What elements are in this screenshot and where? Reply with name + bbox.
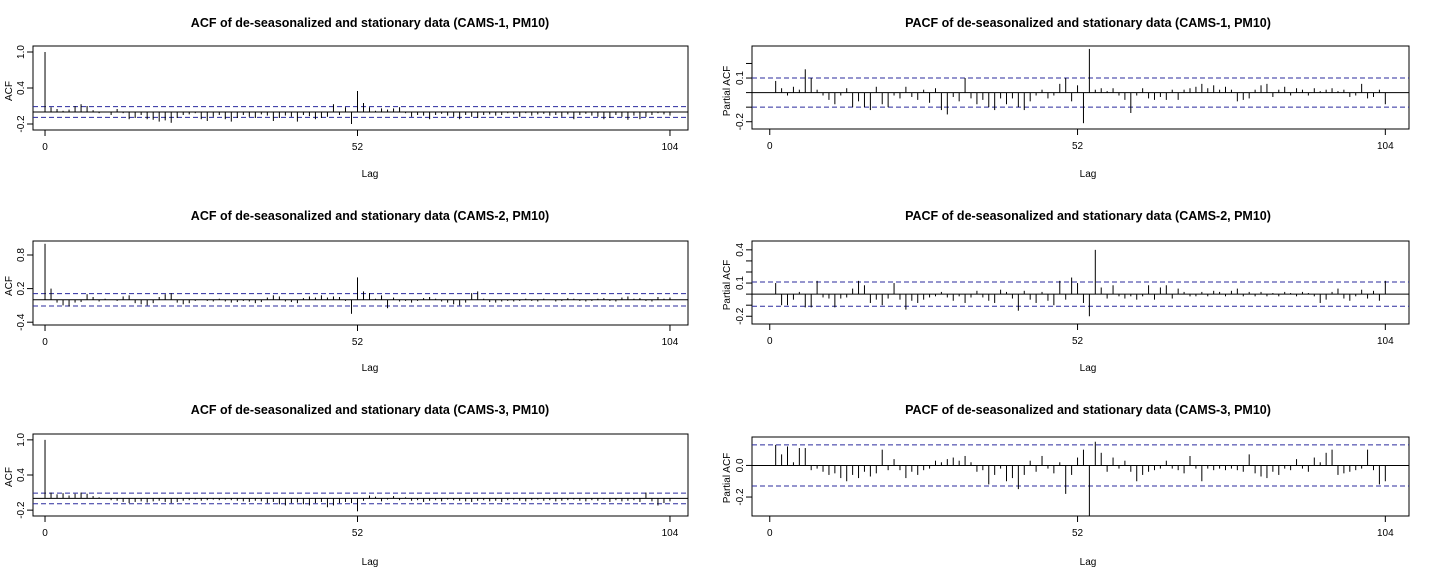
chart-marks: 0 52 104 -0.2 0.1: [735, 45, 1410, 152]
x-tick-label: 104: [1377, 528, 1394, 539]
chart-title: ACF of de-seasonalized and stationary da…: [191, 209, 549, 223]
y-tick-label: -0.2: [16, 501, 27, 519]
panel-acf-cams-1: ACF of de-seasonalized and stationary da…: [4, 16, 689, 180]
chart-title: PACF of de-seasonalized and stationary d…: [905, 209, 1271, 223]
y-tick-label: 0.4: [735, 242, 746, 256]
y-tick-label: 0.4: [16, 468, 27, 482]
plot-frame: [751, 45, 1410, 130]
chart-marks: 0 52 104 -0.2 0.1 0.4: [735, 240, 1410, 347]
y-tick-label: -0.2: [16, 115, 27, 133]
y-tick-label: 0.2: [16, 281, 27, 295]
panel-acf-cams-2: ACF of de-seasonalized and stationary da…: [4, 209, 689, 374]
x-tick-label: 0: [767, 141, 773, 152]
x-tick-label: 0: [42, 337, 48, 348]
y-tick-label: -0.2: [735, 307, 746, 325]
chart-marks: 0 52 104 -0.2 0.4 1.0: [16, 45, 689, 153]
chart-title: ACF of de-seasonalized and stationary da…: [191, 403, 549, 417]
chart-marks: 0 52 104 -0.2 0.0: [735, 436, 1410, 539]
x-tick-label: 104: [662, 142, 679, 153]
plot-frame: [751, 436, 1410, 517]
panel-acf-cams-3: ACF of de-seasonalized and stationary da…: [4, 403, 689, 568]
chart-title: PACF of de-seasonalized and stationary d…: [905, 403, 1271, 417]
x-axis-label: Lag: [362, 363, 379, 374]
x-tick-label: 52: [352, 142, 364, 153]
x-tick-label: 0: [767, 336, 773, 347]
y-axis-label: Partial ACF: [722, 260, 733, 311]
x-axis-label: Lag: [1080, 557, 1097, 568]
panel-pacf-cams-1: PACF of de-seasonalized and stationary d…: [722, 16, 1410, 180]
x-axis-label: Lag: [362, 557, 379, 568]
x-tick-label: 52: [352, 337, 364, 348]
x-tick-label: 0: [42, 142, 48, 153]
chart-marks: 0 52 104 -0.2 0.4 1.0: [16, 432, 689, 539]
x-tick-label: 52: [1072, 141, 1084, 152]
y-axis-label: ACF: [4, 276, 15, 296]
plot-frame: [32, 240, 689, 326]
chart-title: ACF of de-seasonalized and stationary da…: [191, 16, 549, 30]
y-tick-label: -0.4: [16, 313, 27, 331]
y-axis-label: ACF: [4, 81, 15, 101]
y-axis-label: ACF: [4, 467, 15, 487]
y-tick-label: 1.0: [16, 432, 27, 446]
panel-pacf-cams-2: PACF of de-seasonalized and stationary d…: [722, 209, 1410, 374]
y-tick-label: -0.2: [735, 488, 746, 506]
x-tick-label: 104: [662, 337, 679, 348]
y-axis-label: Partial ACF: [722, 66, 733, 117]
x-tick-label: 0: [42, 528, 48, 539]
y-tick-label: 0.4: [16, 81, 27, 95]
x-axis-label: Lag: [1080, 363, 1097, 374]
y-tick-label: -0.2: [735, 113, 746, 131]
x-axis-label: Lag: [362, 169, 379, 180]
y-tick-label: 0.8: [16, 248, 27, 262]
x-axis-label: Lag: [1080, 169, 1097, 180]
chart-marks: 0 52 104 -0.4 0.2 0.8: [16, 240, 689, 348]
x-tick-label: 104: [662, 528, 679, 539]
x-tick-label: 104: [1377, 141, 1394, 152]
y-tick-label: 0.0: [735, 458, 746, 472]
y-tick-label: 0.1: [735, 276, 746, 290]
x-tick-label: 52: [1072, 528, 1084, 539]
x-tick-label: 52: [352, 528, 364, 539]
x-tick-label: 0: [767, 528, 773, 539]
y-tick-label: 0.1: [735, 71, 746, 85]
chart-title: PACF of de-seasonalized and stationary d…: [905, 16, 1271, 30]
x-tick-label: 52: [1072, 336, 1084, 347]
y-axis-label: Partial ACF: [722, 453, 733, 504]
plot-frame: [751, 240, 1410, 325]
panel-pacf-cams-3: PACF of de-seasonalized and stationary d…: [722, 403, 1410, 568]
x-tick-label: 104: [1377, 336, 1394, 347]
y-tick-label: 1.0: [16, 45, 27, 59]
